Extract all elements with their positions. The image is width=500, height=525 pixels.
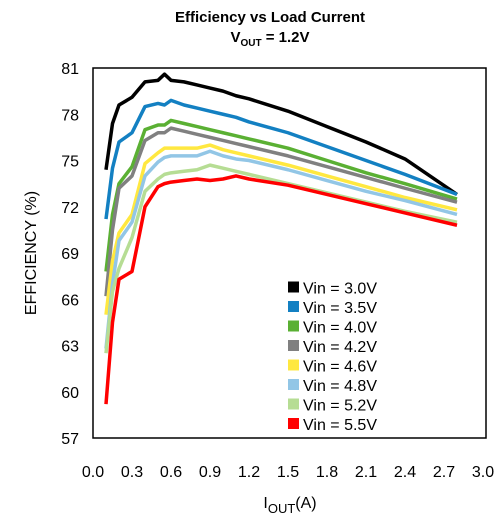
legend-label: Vin = 5.2V — [303, 398, 377, 415]
series-line — [104, 149, 458, 349]
series-line — [104, 143, 458, 315]
legend-label: Vin = 4.6V — [303, 359, 377, 376]
subtitle-part: V — [230, 29, 240, 46]
x-tick-label: 1.8 — [316, 464, 338, 481]
chart-title: Efficiency vs Load Current — [175, 9, 365, 26]
x-tick-label: 0.6 — [160, 464, 182, 481]
y-tick-label: 75 — [61, 154, 79, 171]
legend-label: Vin = 4.2V — [303, 339, 377, 356]
subtitle-sub: OUT — [240, 38, 261, 49]
x-tick-label: 3.0 — [472, 464, 494, 481]
x-axis-label: IOUT(A) — [263, 495, 316, 516]
subtitle-part: = 1.2V — [262, 29, 310, 46]
x-tick-label: 1.2 — [238, 464, 260, 481]
x-tick-label: 0.3 — [121, 464, 143, 481]
x-tick-label: 0.0 — [82, 464, 104, 481]
legend-swatch — [288, 418, 299, 429]
legend-swatch — [288, 359, 299, 371]
y-tick-label: 66 — [61, 292, 79, 309]
plot-frame — [92, 67, 487, 439]
legend-swatch — [288, 379, 299, 390]
legend-label: Vin = 5.5V — [303, 417, 377, 434]
series-line — [104, 118, 458, 272]
chart-subtitle: VOUT = 1.2V — [230, 29, 309, 49]
legend-label: Vin = 4.8V — [303, 378, 377, 395]
x-label-part: I — [263, 495, 267, 512]
legend-swatch — [288, 281, 299, 293]
series-line — [104, 174, 458, 405]
series-line — [104, 98, 458, 220]
series-line — [104, 126, 458, 297]
legend-swatch — [288, 320, 299, 332]
x-tick-label: 1.5 — [277, 464, 299, 481]
series-line — [104, 72, 458, 196]
legend-label: Vin = 3.0V — [303, 281, 377, 298]
x-tick-label: 2.7 — [433, 464, 455, 481]
y-tick-label: 72 — [61, 200, 79, 217]
legend-swatch — [288, 301, 299, 312]
y-tick-label: 78 — [61, 107, 79, 124]
x-tick-label: 2.1 — [355, 464, 377, 481]
legend-swatch — [288, 340, 299, 351]
y-tick-label: 60 — [61, 385, 79, 402]
series-line — [104, 163, 458, 354]
x-label-sub: OUT — [268, 501, 296, 516]
y-tick-label: 57 — [61, 431, 79, 448]
y-tick-label: 69 — [61, 246, 79, 263]
x-label-part: (A) — [295, 495, 316, 512]
y-tick-label: 81 — [61, 61, 79, 78]
legend-label: Vin = 3.5V — [303, 300, 377, 317]
y-tick-label: 63 — [61, 339, 79, 356]
y-axis-label: EFFICIENCY (%) — [23, 191, 40, 315]
legend-label: Vin = 4.0V — [303, 320, 377, 337]
legend-swatch — [288, 398, 299, 410]
x-tick-label: 2.4 — [394, 464, 416, 481]
x-tick-label: 0.9 — [199, 464, 221, 481]
